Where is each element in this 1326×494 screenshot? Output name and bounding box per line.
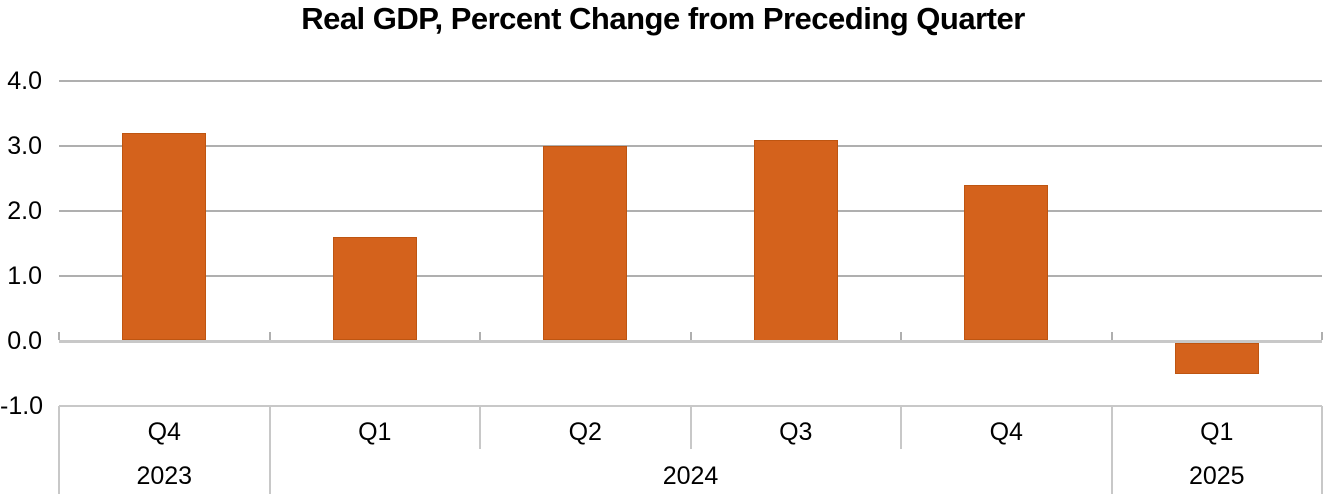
x-axis-year-divider (1321, 406, 1323, 494)
y-axis-tick-label: 4.0 (7, 67, 42, 95)
x-axis-quarter-label: Q4 (147, 418, 181, 446)
x-axis-quarter-label: Q3 (779, 418, 813, 446)
bar-q4-0 (122, 133, 206, 340)
chart-title: Real GDP, Percent Change from Preceding … (301, 1, 1025, 36)
y-axis-tick-label: 3.0 (7, 132, 42, 160)
x-axis-quarter-label: Q4 (989, 418, 1023, 446)
gridline (59, 275, 1322, 277)
bar-q4-4 (964, 185, 1048, 340)
x-axis-quarter-label: Q2 (568, 418, 602, 446)
x-axis-year-divider (58, 406, 60, 494)
gridline (59, 145, 1322, 147)
x-axis-year-label: 2025 (1188, 462, 1245, 490)
x-axis-quarter-divider (900, 406, 902, 449)
category-axis-tick (1321, 332, 1323, 340)
x-axis-year-divider (1110, 406, 1113, 494)
bar-q1-1 (333, 237, 417, 340)
y-axis-tick-label: 1.0 (7, 262, 42, 290)
category-axis-tick (689, 332, 692, 340)
y-axis-tick-label: -1.0 (0, 392, 44, 420)
x-axis-quarter-label: Q1 (358, 418, 392, 446)
x-axis-quarter-label: Q1 (1200, 418, 1234, 446)
category-axis-tick (479, 332, 481, 340)
zero-axis-line (59, 340, 1322, 343)
category-axis-tick (58, 332, 60, 340)
gridline (59, 80, 1322, 82)
category-axis-tick (900, 332, 902, 340)
y-axis-tick-label: 2.0 (7, 197, 42, 225)
bar-q1-5 (1175, 343, 1259, 374)
category-axis-tick (268, 332, 271, 340)
bar-q3-3 (754, 140, 838, 341)
x-axis-year-label: 2024 (662, 462, 719, 490)
x-axis-year-divider (268, 406, 271, 494)
x-axis-quarter-divider (689, 406, 692, 449)
category-axis-tick (1110, 332, 1113, 340)
bar-q2-2 (543, 146, 627, 340)
y-axis-tick-label: 0.0 (7, 327, 42, 355)
x-axis-year-label: 2023 (136, 462, 193, 490)
gridline (59, 210, 1322, 212)
x-axis-quarter-divider (479, 406, 481, 449)
